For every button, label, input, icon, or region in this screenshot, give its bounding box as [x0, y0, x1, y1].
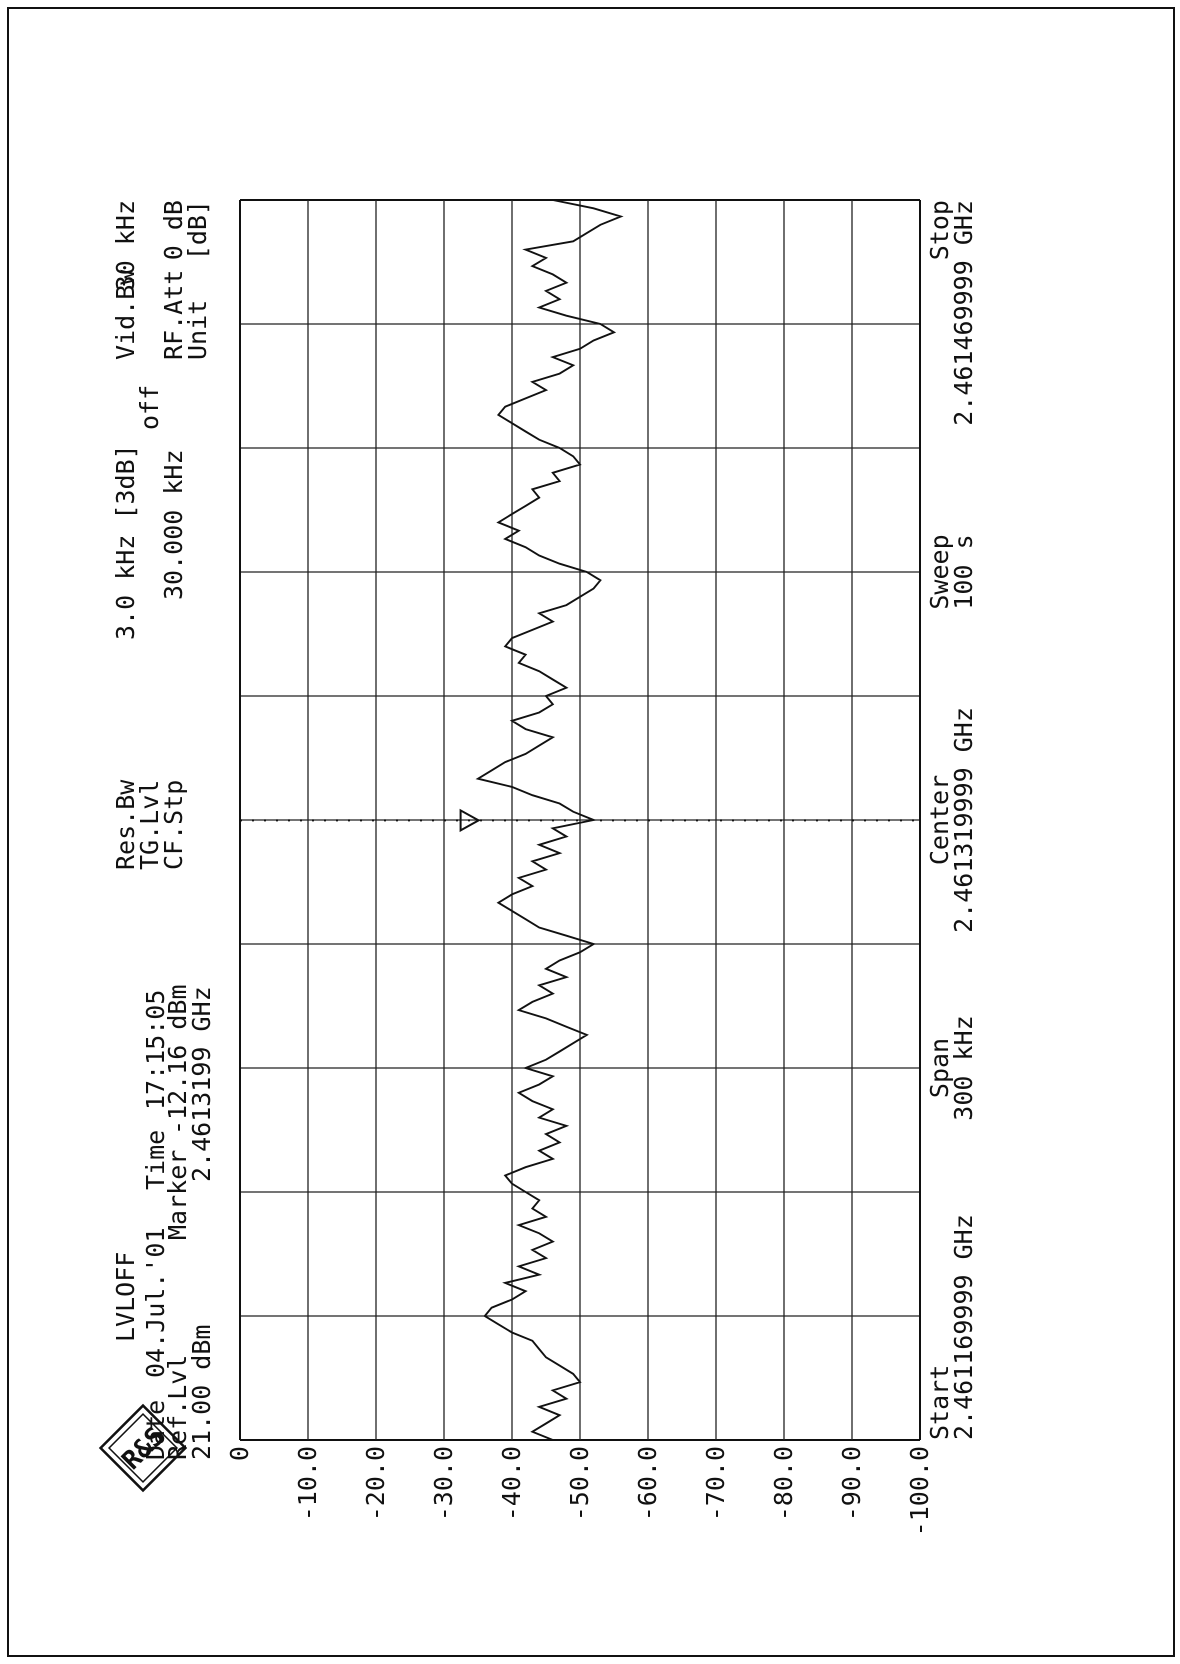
unit-label: Unit	[183, 300, 212, 360]
y-tick-label: -20.0	[361, 1446, 390, 1521]
span-label: Span	[925, 1038, 954, 1098]
rf-att-value: 0 dB	[159, 200, 188, 260]
unit-value: [dB]	[183, 200, 212, 260]
date-label: Date	[141, 1400, 170, 1460]
time-label: Time	[141, 1130, 170, 1190]
y-tick-label: -90.0	[837, 1446, 866, 1521]
stop-value: 2.461469999 GHz	[949, 200, 978, 426]
span-value: 300 kHz	[949, 1015, 978, 1120]
time-value: 17:15:05	[141, 990, 170, 1110]
trace-name: LVLOFF	[111, 1252, 140, 1342]
start-value: 2.461169999 GHz	[949, 1214, 978, 1440]
cf-stp-label: CF.Stp	[159, 780, 188, 870]
marker-frequency: 2.4613199 GHz	[187, 986, 216, 1182]
vid-bw-value: 30 kHz	[111, 200, 140, 290]
footer-annotations: Start 2.461169999 GHz Span 300 kHz Cente…	[925, 200, 978, 1440]
header-annotations: LVLOFF Date 04.Jul.'01 Time 17:15:05 Ref…	[111, 200, 216, 1460]
page-border	[7, 7, 1175, 1657]
marker-triangle	[459, 808, 481, 833]
sweep-value: 100 s	[949, 534, 978, 609]
tg-lvl-value: off	[135, 385, 164, 430]
start-label: Start	[925, 1365, 954, 1440]
cf-stp-value: 30.000 kHz	[159, 449, 188, 600]
spectrum-trace	[475, 199, 624, 1441]
y-tick-label: -70.0	[701, 1446, 730, 1521]
tg-lvl-label: TG.Lvl	[135, 780, 164, 870]
res-bw-label: Res.Bw	[111, 779, 140, 870]
sweep-label: Sweep	[925, 534, 954, 609]
ref-lvl-value: 21.00 dBm	[187, 1325, 216, 1460]
res-bw-value: 3.0 kHz [3dB]	[111, 444, 140, 640]
center-label: Center	[925, 775, 954, 865]
y-tick-label: -40.0	[497, 1446, 526, 1521]
stop-label: Stop	[925, 200, 954, 260]
center-value: 2.461319999 GHz	[949, 707, 978, 933]
y-tick-label: -60.0	[633, 1446, 662, 1521]
y-tick-label: 0	[225, 1446, 254, 1461]
y-tick-label: -80.0	[769, 1446, 798, 1521]
y-tick-label: -30.0	[429, 1446, 458, 1521]
vid-bw-label: Vid.Bw	[111, 269, 140, 360]
y-tick-label: -10.0	[293, 1446, 322, 1521]
marker-label: Marker	[163, 1150, 192, 1240]
y-tick-label: -100.0	[905, 1446, 934, 1536]
y-axis-tick-labels: 0 -10.0 -20.0 -30.0 -40.0 -50.0 -60.0 -70.0 -80.…	[225, 1446, 934, 1536]
ref-lvl-label: Ref.Lvl	[163, 1355, 192, 1460]
marker-level: -12.16 dBm	[163, 984, 192, 1135]
y-tick-label: -50.0	[565, 1446, 594, 1521]
date-value: 04.Jul.'01	[141, 1227, 170, 1378]
rf-att-label: RF.Att	[159, 270, 188, 360]
